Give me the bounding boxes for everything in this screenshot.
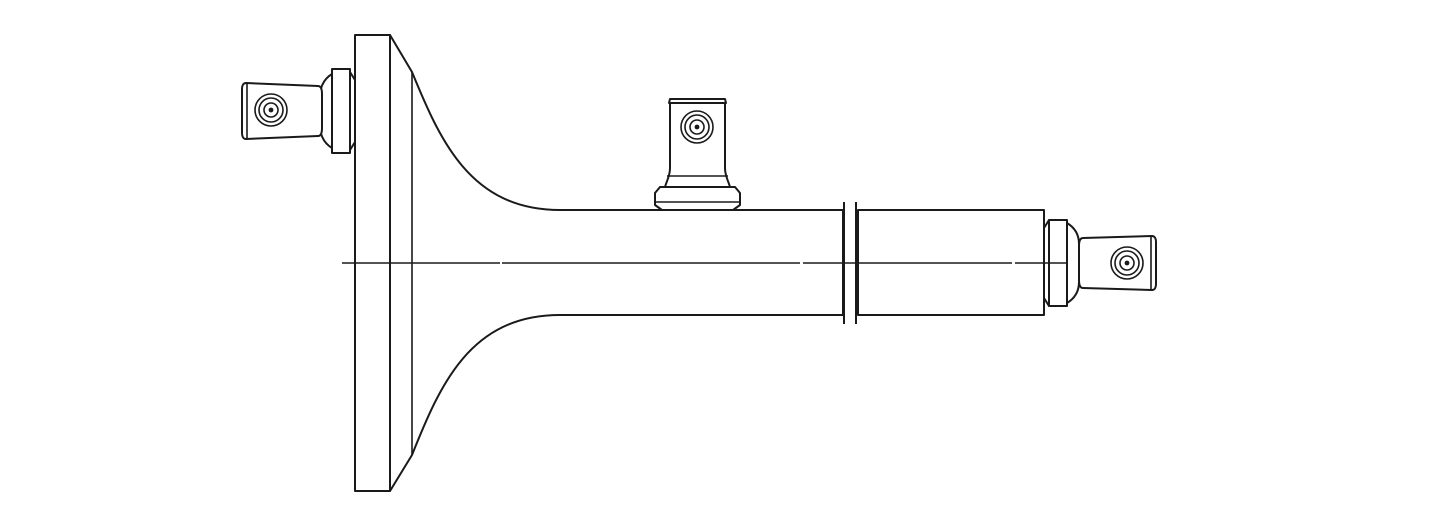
top-swivel-connector — [654, 98, 741, 211]
left-swivel-connector — [241, 68, 356, 154]
top-pin-icon — [680, 110, 714, 144]
left-pin-icon — [254, 93, 288, 127]
right-pin-icon — [1110, 246, 1144, 280]
right-swivel-connector — [1043, 219, 1157, 307]
